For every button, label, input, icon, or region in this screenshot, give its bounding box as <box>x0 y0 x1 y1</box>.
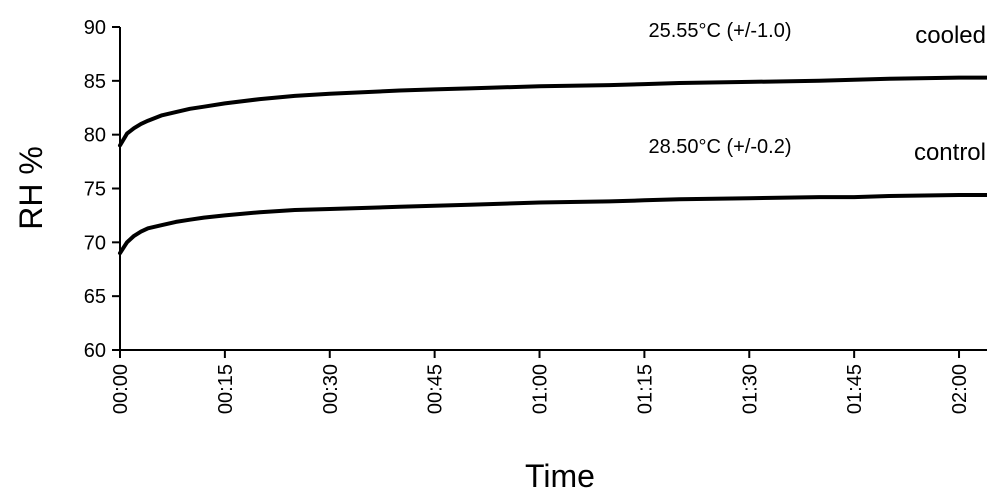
x-tick-label: 00:30 <box>320 364 342 414</box>
series-line-cooled <box>118 75 987 148</box>
x-axis-title: Time <box>525 458 595 493</box>
x-tick-label: 00:15 <box>215 364 237 414</box>
x-tick-label: 02:00 <box>949 364 971 414</box>
series-label-cooled: cooled <box>915 22 986 49</box>
series-lines <box>118 75 987 256</box>
x-tick-label: 01:15 <box>634 364 656 414</box>
y-tick-label: 60 <box>84 340 106 362</box>
series-line-control <box>118 193 987 256</box>
x-tick-label: 01:30 <box>739 364 761 414</box>
y-tick-label: 65 <box>84 286 106 308</box>
y-tick-label: 70 <box>84 232 106 254</box>
y-tick-label: 80 <box>84 125 106 147</box>
x-tick-label: 01:45 <box>844 364 866 414</box>
x-tick-label: 00:45 <box>425 364 447 414</box>
cooled-temperature-annotation: 25.55°C (+/-1.0) <box>648 20 791 42</box>
y-tick-label: 85 <box>84 71 106 93</box>
control-temperature-annotation: 28.50°C (+/-0.2) <box>648 136 791 158</box>
x-tick-label: 00:00 <box>110 364 132 414</box>
y-tick-label: 90 <box>84 17 106 39</box>
y-axis-title: RH % <box>13 146 49 230</box>
y-axis: 60 65 70 75 80 85 90 <box>84 17 121 362</box>
y-tick-label: 75 <box>84 179 106 201</box>
series-label-control: control <box>914 139 986 166</box>
x-axis: 00:00 00:15 00:30 00:45 01:00 01:15 01:30 01:45… <box>110 349 987 414</box>
x-tick-label: 01:00 <box>530 364 552 414</box>
